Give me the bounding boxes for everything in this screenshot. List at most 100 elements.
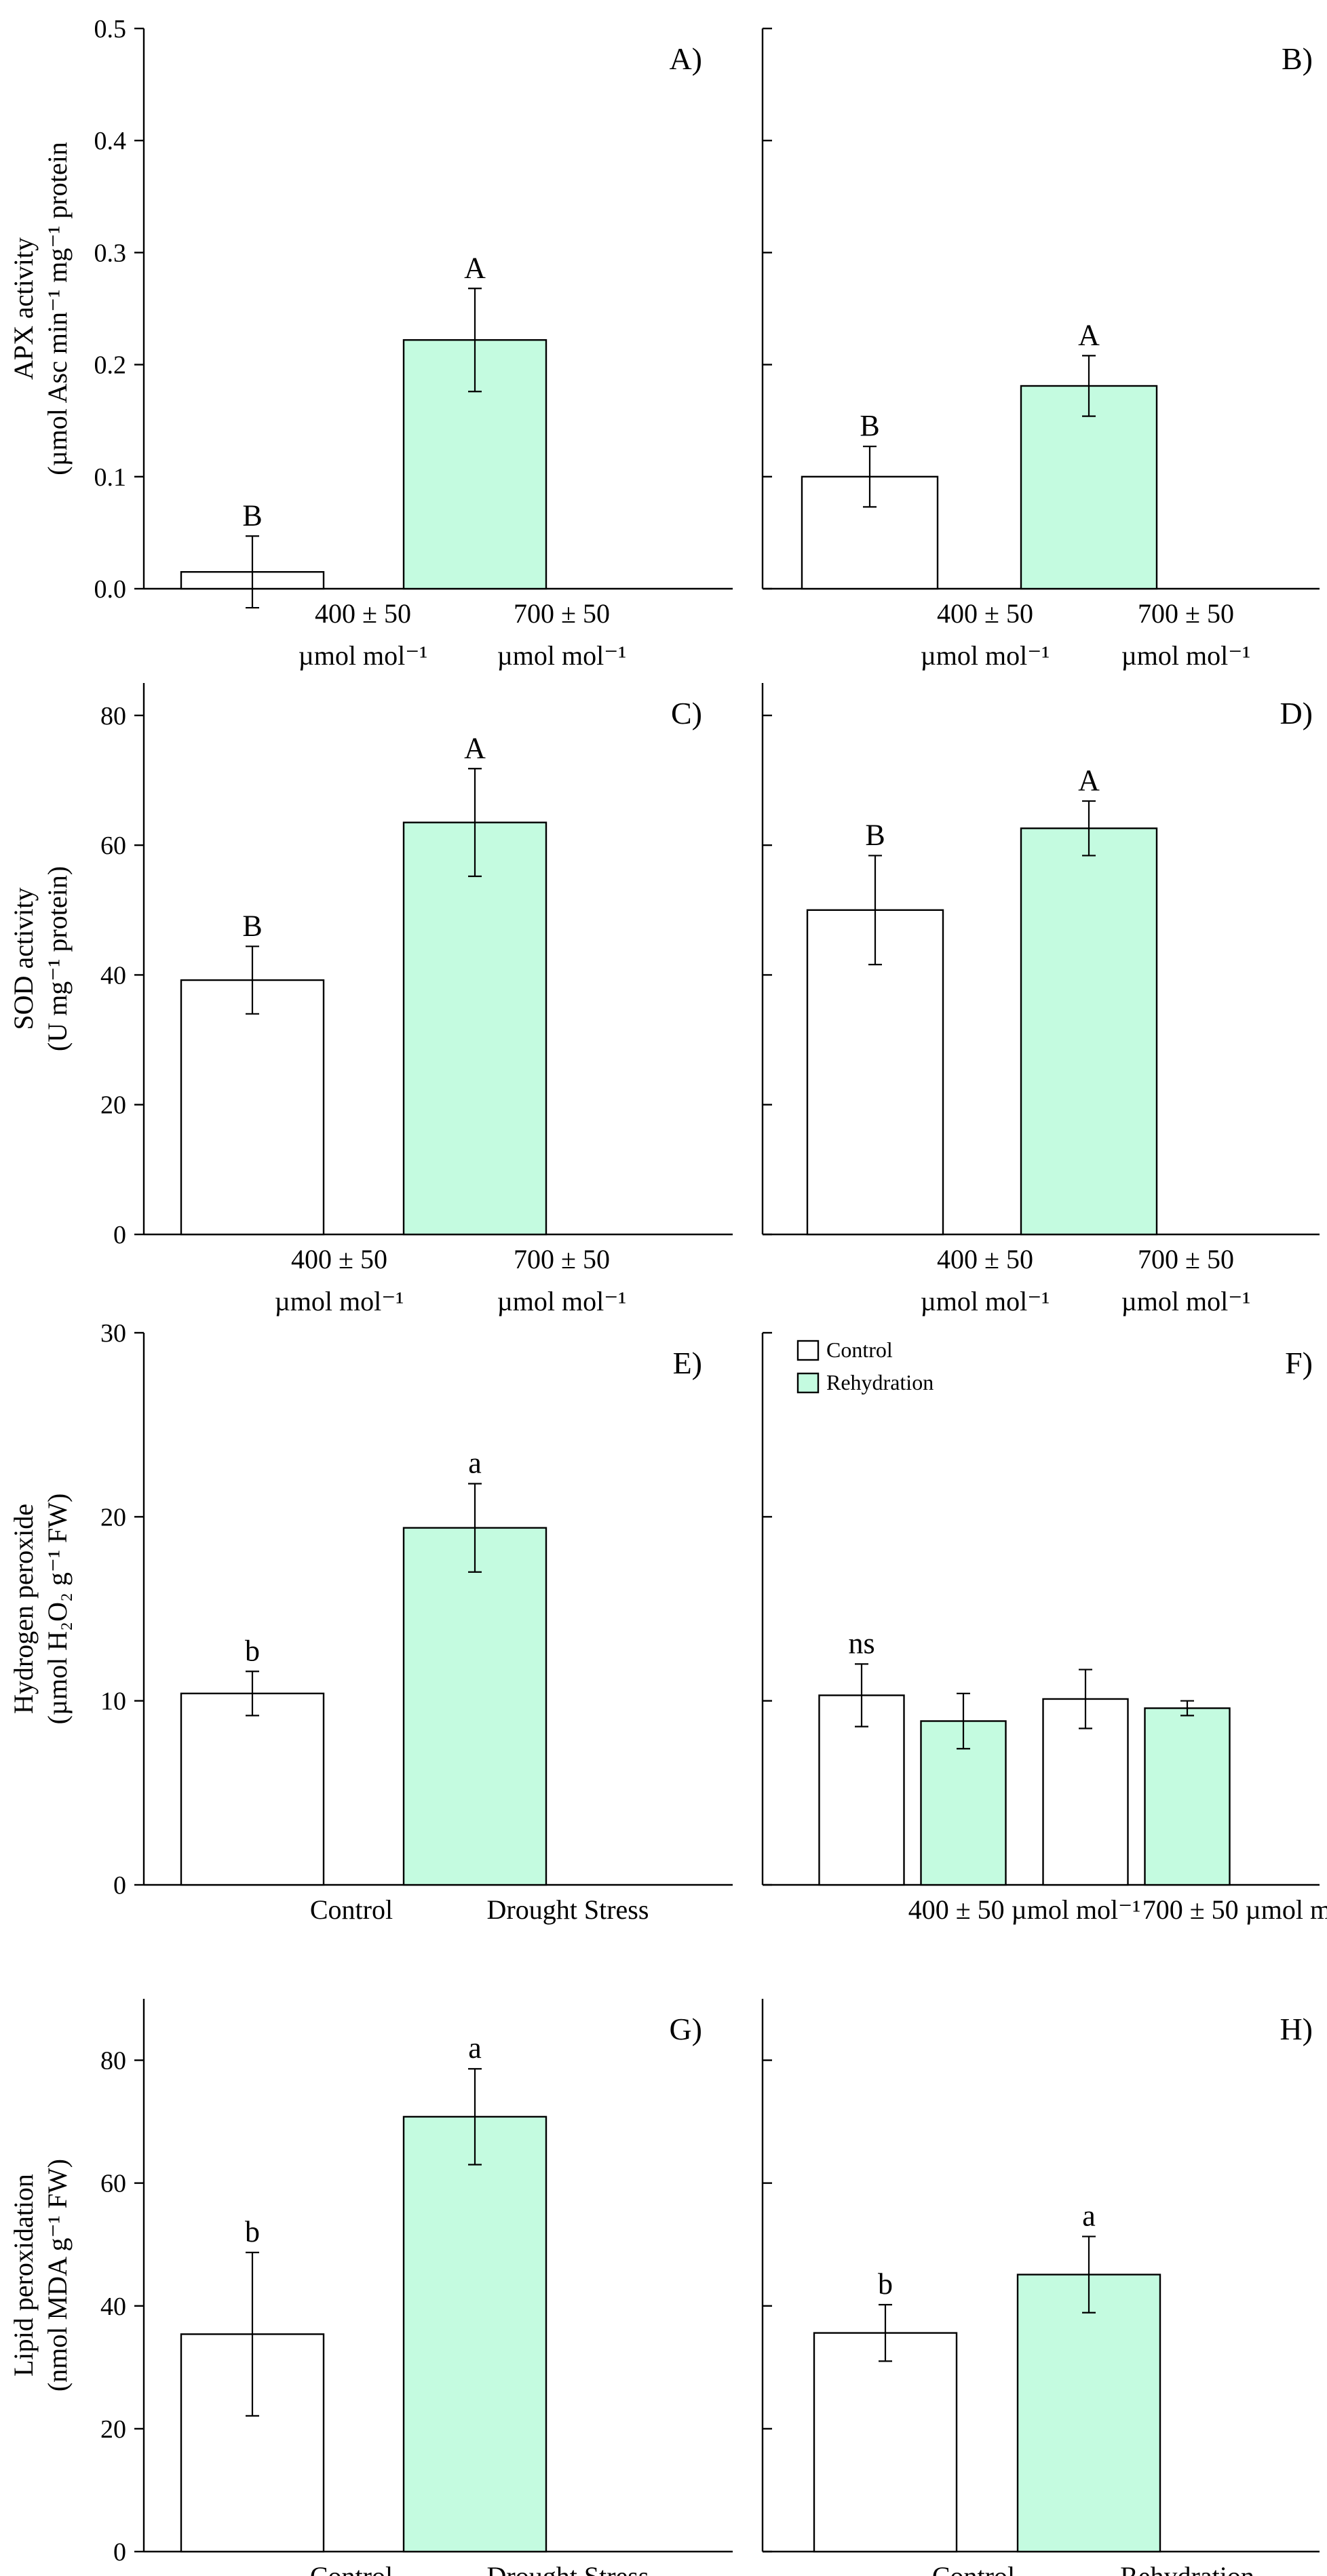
significance-letter: A: [1078, 764, 1100, 797]
x-tick-label: µmol mol⁻¹: [921, 640, 1050, 671]
x-tick-label: 400 ± 50: [315, 598, 411, 629]
panel-c: 0 20 40 60 80 SOD activity (U mg⁻¹ protein) C) B…: [8, 683, 733, 1316]
legend: Control Rehydration: [796, 1338, 934, 1394]
panel-a: 0.0 0.1 0.2 0.3 0.4 0.5 APX activity (µmol Asc …: [8, 15, 733, 671]
panel-label: F): [1285, 1346, 1313, 1380]
bar: [1020, 385, 1158, 590]
y-tick-label: 10: [100, 1687, 126, 1716]
legend-swatch: [796, 1340, 820, 1361]
y-tick-label: 80: [100, 2047, 126, 2075]
x-tick-label: Control: [310, 1894, 393, 1925]
x-tick-label: 700 ± 50: [1138, 598, 1234, 629]
y-tick-label: 20: [100, 2415, 126, 2444]
y-axis-label-line2: (U mg⁻¹ protein): [42, 866, 73, 1051]
significance-letter: a: [468, 2031, 482, 2065]
significance-letter: a: [1082, 2199, 1096, 2232]
y-tick-label: 0: [113, 1221, 126, 1249]
y-tick-label: 0.1: [94, 463, 127, 492]
legend-label: Control: [826, 1338, 893, 1362]
panel-label: A): [669, 41, 702, 76]
x-tick-label: µmol mol⁻¹: [497, 1286, 627, 1316]
y-tick-label: 40: [100, 961, 126, 990]
x-tick-label: 400 ± 50: [291, 1244, 387, 1274]
x-tick-label: 700 ± 50: [514, 598, 610, 629]
y-tick-label: 0.3: [94, 239, 127, 267]
x-tick-label: µmol mol⁻¹: [275, 1286, 404, 1316]
significance-letter: A: [464, 251, 486, 284]
bar: [180, 1692, 325, 1886]
y-axis-label-line2: (µmol Asc min⁻¹ mg⁻¹ protein: [42, 142, 73, 475]
panel-e: 0 10 20 30 Hydrogen peroxide (µmol H₂O₂ g⁻¹ F…: [8, 1319, 733, 1925]
bar: [402, 2115, 547, 2553]
panel-label: E): [673, 1346, 702, 1380]
y-tick-label: 0.2: [94, 351, 127, 380]
significance-letter: B: [865, 818, 885, 851]
y-tick-label: 20: [100, 1091, 126, 1120]
panel-g: 0 20 40 60 80 Lipid peroxidation (nmol MDA g⁻¹…: [8, 1999, 733, 2576]
y-tick-label: 0: [113, 2538, 126, 2567]
x-tick-label: µmol mol⁻¹: [1121, 1286, 1251, 1316]
significance-letter: A: [1078, 318, 1100, 351]
y-tick-label: 40: [100, 2292, 126, 2321]
y-axis-label-line1: SOD activity: [8, 888, 39, 1030]
y-tick-label: 60: [100, 832, 126, 860]
panel-label: G): [669, 2012, 702, 2046]
x-tick-label: 700 ± 50: [1138, 1244, 1234, 1274]
significance-letter: b: [245, 1634, 260, 1667]
x-tick-label: 700 ± 50: [514, 1244, 610, 1274]
bar: [1042, 1698, 1129, 1886]
y-axis-label-line2: (nmol MDA g⁻¹ FW): [42, 2159, 73, 2392]
x-tick-label: µmol mol⁻¹: [1121, 640, 1251, 671]
panel-b: B) B A 400 ± 50 µmol mol⁻¹ 700 ± 50 µmol mol⁻¹: [761, 27, 1320, 671]
significance-letter: B: [242, 909, 262, 942]
bar: [1016, 2273, 1161, 2553]
x-tick-label: 400 ± 50: [937, 1244, 1033, 1274]
y-tick-label: 60: [100, 2170, 126, 2198]
bar: [402, 1527, 547, 1886]
x-tick-label: µmol mol⁻¹: [921, 1286, 1050, 1316]
x-tick-label: Control: [932, 2561, 1015, 2576]
x-tick-label: Control: [310, 2561, 393, 2576]
y-tick-label: 0.5: [94, 15, 127, 43]
y-tick-label: 0: [113, 1871, 126, 1900]
y-axis-label-line1: Lipid peroxidation: [8, 2174, 39, 2377]
x-tick-label: Rehydration: [1120, 2561, 1254, 2576]
significance-letter: ns: [848, 1626, 874, 1660]
significance-letter: A: [464, 731, 486, 764]
bar: [180, 979, 325, 1236]
significance-letter: a: [468, 1446, 482, 1479]
significance-letter: B: [242, 499, 262, 532]
x-tick-label: 700 ± 50 µmol mol⁻¹: [1142, 1894, 1327, 1925]
y-tick-label: 0.4: [94, 127, 127, 155]
legend-swatch: [796, 1372, 820, 1394]
panel-h: H) b a Control Rehydration: [761, 1999, 1320, 2576]
panel-label: B): [1282, 41, 1313, 76]
panel-d: D) B A 400 ± 50 µmol mol⁻¹ 700 ± 50 µmol mol⁻¹: [761, 683, 1320, 1316]
y-tick-label: 0.0: [94, 575, 127, 604]
bar: [402, 821, 547, 1236]
panel-label: C): [671, 696, 702, 730]
panel-label: H): [1280, 2012, 1313, 2046]
bar: [1144, 1707, 1231, 1886]
x-tick-label: Drought Stress: [487, 1894, 649, 1925]
significance-letter: b: [878, 2267, 893, 2301]
panel-f: F) ns Control Rehydration 400 ± 50 µmol mol⁻…: [761, 1331, 1327, 1925]
y-axis-label-line1: Hydrogen peroxide: [8, 1504, 39, 1714]
bar: [1020, 827, 1158, 1236]
legend-label: Rehydration: [826, 1370, 934, 1394]
y-tick-label: 80: [100, 702, 126, 730]
panel-label: D): [1280, 696, 1313, 730]
x-tick-label: µmol mol⁻¹: [497, 640, 627, 671]
y-tick-label: 30: [100, 1319, 126, 1348]
x-tick-label: µmol mol⁻¹: [299, 640, 428, 671]
x-tick-label: Drought Stress: [487, 2561, 649, 2576]
significance-letter: b: [245, 2215, 260, 2248]
x-tick-label: 400 ± 50: [937, 598, 1033, 629]
x-tick-label: 400 ± 50 µmol mol⁻¹: [908, 1894, 1141, 1925]
y-axis-label-line1: APX activity: [8, 237, 39, 380]
bar: [813, 2332, 958, 2553]
y-tick-label: 20: [100, 1503, 126, 1531]
significance-letter: B: [860, 409, 879, 442]
y-axis-label-line2: (µmol H₂O₂ g⁻¹ FW): [42, 1494, 73, 1725]
